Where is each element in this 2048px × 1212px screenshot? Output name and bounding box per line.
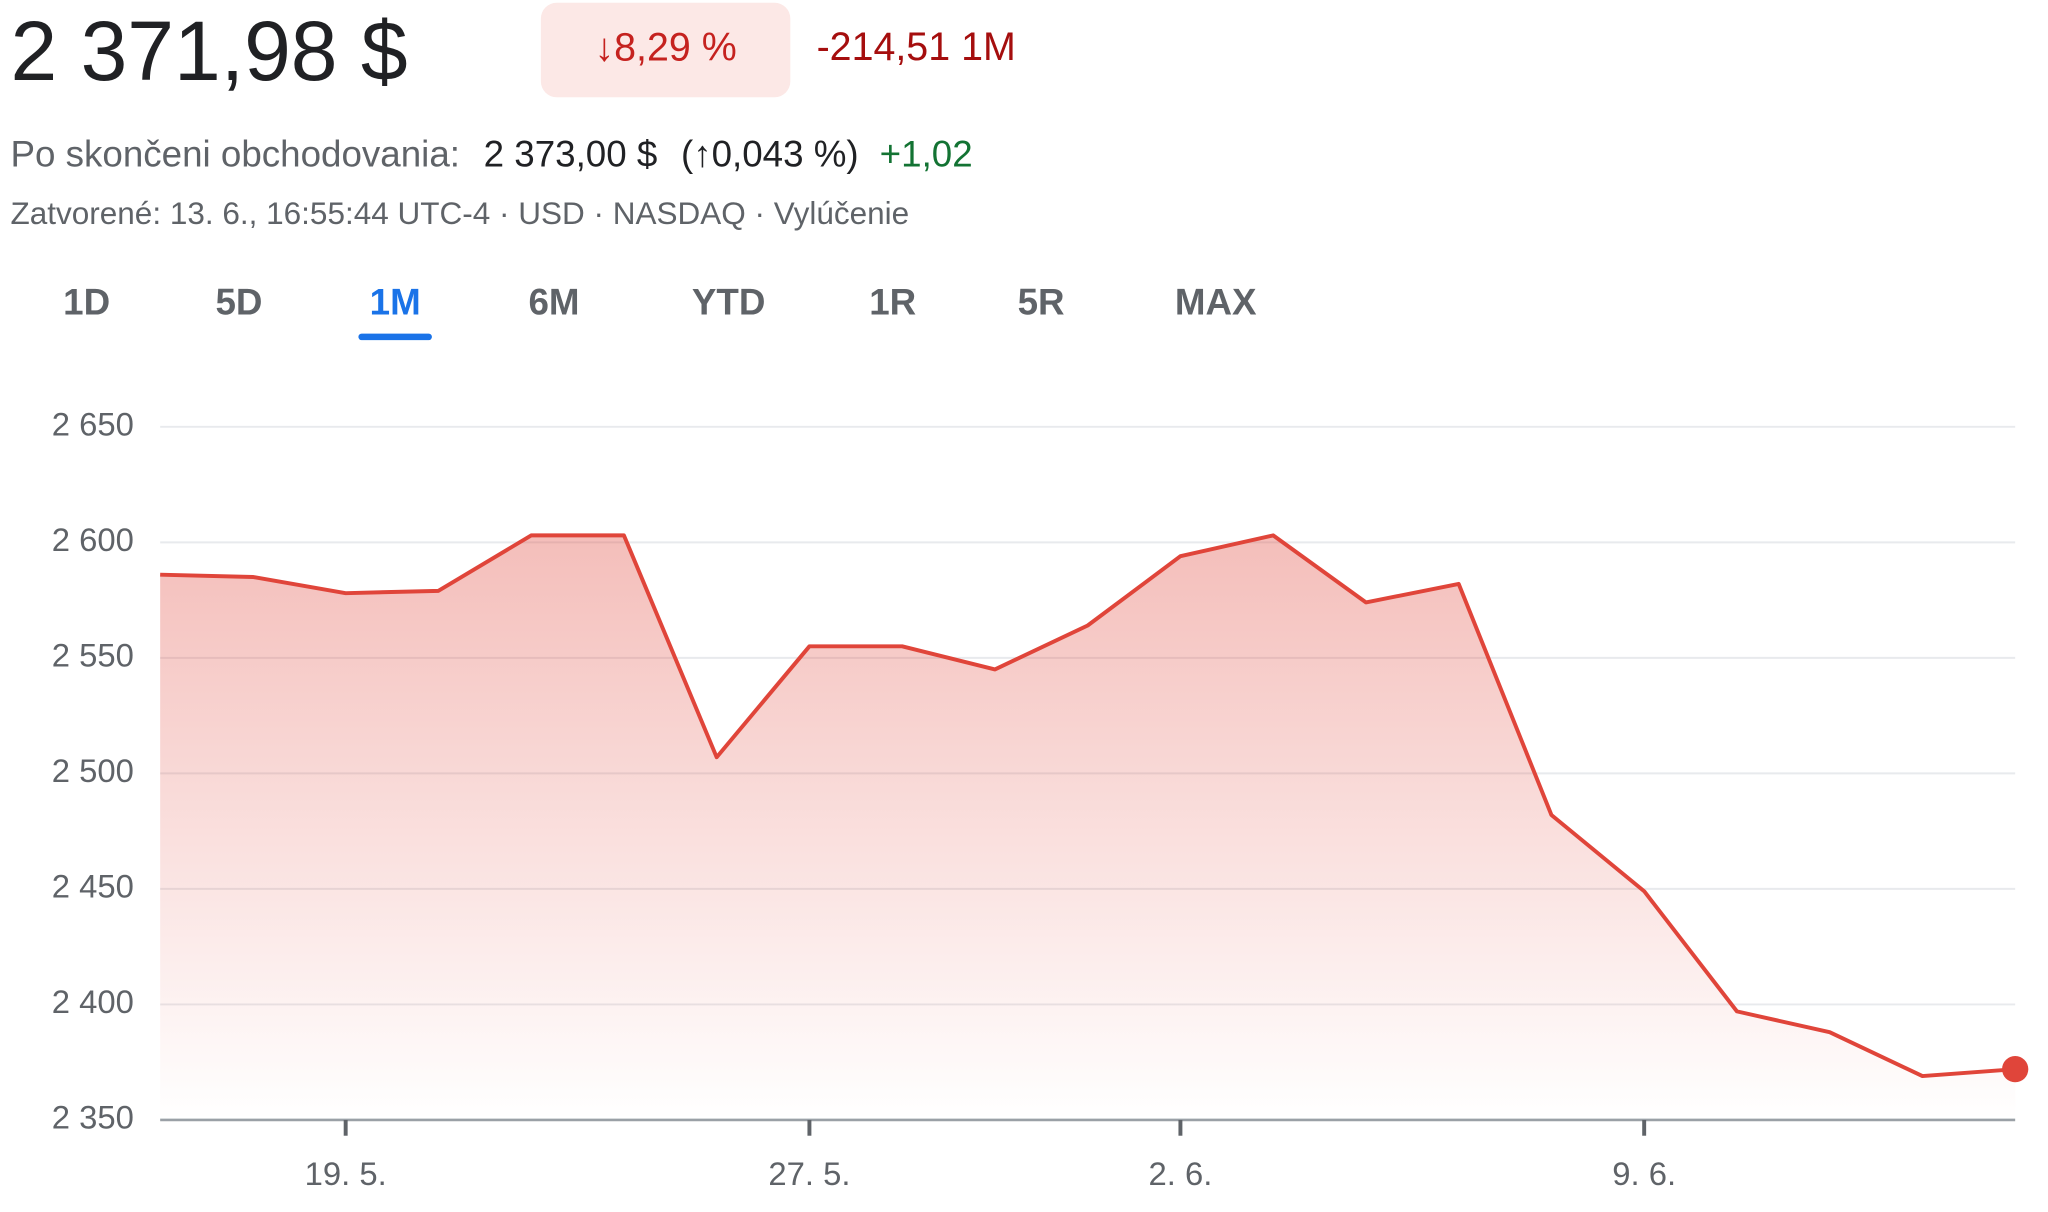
range-tab[interactable]: 1R <box>869 281 916 322</box>
change-pct: ↓8,29 % <box>594 25 736 69</box>
x-tick-label: 27. 5. <box>768 1155 850 1192</box>
range-tab[interactable]: 1M <box>370 281 421 322</box>
after-hours: Po skončeni obchodovania: 2 373,00 $ (↑0,0… <box>11 133 973 174</box>
range-tab[interactable]: 6M <box>528 281 579 322</box>
y-tick-label: 2 350 <box>52 1099 134 1136</box>
range-tab[interactable]: 1D <box>63 281 110 322</box>
y-tick-label: 2 450 <box>52 868 134 905</box>
last-point <box>2002 1056 2029 1083</box>
change-badge <box>540 2 791 98</box>
range-tab[interactable]: MAX <box>1175 281 1257 322</box>
range-tab[interactable]: 5D <box>215 281 262 322</box>
range-tab[interactable]: 5R <box>1018 281 1065 322</box>
y-tick-label: 2 550 <box>52 637 134 674</box>
x-tick-label: 19. 5. <box>305 1155 387 1192</box>
y-tick-label: 2 400 <box>52 983 134 1020</box>
change-value: -214,51 <box>817 25 951 69</box>
after-hours-price: 2 373,00 $ <box>484 133 658 174</box>
x-tick-label: 9. 6. <box>1612 1155 1676 1192</box>
price: 2 371,98 $ <box>11 4 408 98</box>
line <box>160 533 2016 1079</box>
status: Zatvorené: 13. 6., 16:55:44 UTC-4 · USD … <box>11 195 910 231</box>
after-hours-pct: (↑0,043 %) <box>681 133 859 174</box>
range-tab-indicator <box>358 333 432 341</box>
y-tick-label: 2 500 <box>52 752 134 789</box>
area <box>160 535 2016 1120</box>
change: -214,51 1M <box>817 25 1016 69</box>
change-period: 1M <box>961 25 1016 69</box>
range-tab[interactable]: YTD <box>692 281 766 322</box>
after-hours-label: Po skončeni obchodovania: <box>11 133 461 174</box>
y-tick-label: 2 650 <box>52 405 134 442</box>
y-tick-label: 2 600 <box>52 521 134 558</box>
x-tick-label: 2. 6. <box>1148 1155 1212 1192</box>
after-hours-change: +1,02 <box>880 133 973 174</box>
